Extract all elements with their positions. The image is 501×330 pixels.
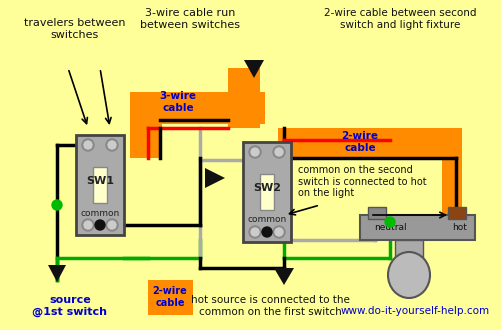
Circle shape: [273, 146, 285, 158]
Circle shape: [384, 217, 394, 227]
Circle shape: [84, 221, 92, 229]
Text: SW1: SW1: [86, 176, 114, 186]
Circle shape: [108, 141, 116, 149]
Bar: [278, 128, 459, 160]
Bar: [130, 92, 265, 124]
Text: 3-wire cable run
between switches: 3-wire cable run between switches: [140, 8, 239, 30]
Bar: [447, 207, 465, 219]
Circle shape: [106, 219, 118, 231]
Text: hot: hot: [452, 223, 466, 233]
Circle shape: [275, 148, 283, 156]
Text: common: common: [80, 209, 119, 217]
Bar: [441, 128, 461, 218]
Circle shape: [273, 226, 285, 238]
Polygon shape: [274, 268, 294, 285]
Bar: [394, 240, 422, 258]
Bar: [93, 167, 107, 203]
Polygon shape: [243, 60, 264, 78]
Bar: [242, 142, 291, 242]
Text: neutral: neutral: [373, 223, 405, 233]
Text: 2-wire
cable: 2-wire cable: [341, 131, 378, 153]
Circle shape: [82, 219, 94, 231]
Ellipse shape: [387, 252, 429, 298]
Circle shape: [250, 148, 259, 156]
Bar: [367, 207, 385, 219]
Text: 3-wire
cable: 3-wire cable: [159, 91, 196, 113]
Bar: [148, 280, 192, 315]
Circle shape: [84, 141, 92, 149]
Text: common: common: [247, 215, 286, 224]
Circle shape: [52, 200, 62, 210]
Bar: [130, 120, 162, 158]
Text: common on the second
switch is connected to hot
on the light: common on the second switch is connected…: [298, 165, 426, 198]
Circle shape: [263, 228, 271, 236]
Circle shape: [275, 228, 283, 236]
Bar: [359, 215, 474, 240]
Circle shape: [106, 139, 118, 151]
Text: source
@1st switch: source @1st switch: [33, 295, 107, 317]
Bar: [227, 68, 260, 128]
Circle shape: [82, 139, 94, 151]
Bar: [260, 174, 274, 210]
Circle shape: [95, 220, 105, 230]
Text: hot source is connected to the
common on the first switch: hot source is connected to the common on…: [190, 295, 349, 316]
Circle shape: [108, 221, 116, 229]
Text: 2-wire
cable: 2-wire cable: [152, 286, 187, 308]
Circle shape: [262, 227, 272, 237]
Circle shape: [96, 221, 104, 229]
Text: www.do-it-yourself-help.com: www.do-it-yourself-help.com: [340, 306, 488, 316]
Polygon shape: [48, 265, 66, 282]
Text: 2-wire cable between second
switch and light fixture: 2-wire cable between second switch and l…: [323, 8, 475, 30]
Bar: [76, 135, 124, 235]
Circle shape: [250, 228, 259, 236]
Circle shape: [248, 226, 261, 238]
Circle shape: [248, 146, 261, 158]
Polygon shape: [204, 168, 224, 188]
Text: SW2: SW2: [253, 183, 281, 193]
Text: travelers between
switches: travelers between switches: [24, 18, 125, 40]
